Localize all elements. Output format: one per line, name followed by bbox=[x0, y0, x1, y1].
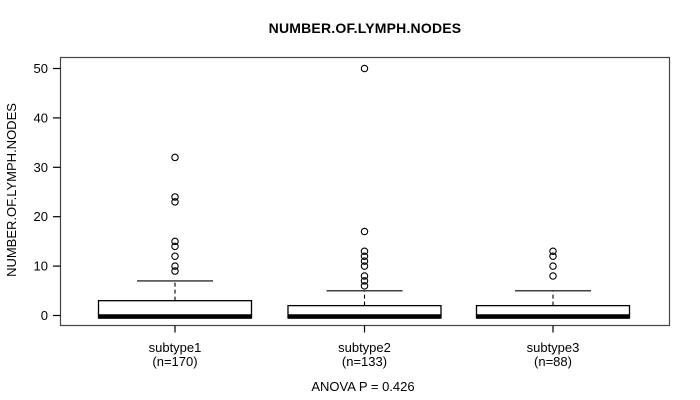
y-tick-label: 0 bbox=[41, 308, 48, 323]
outlier-point bbox=[360, 252, 369, 260]
group-label: subtype2 bbox=[338, 340, 391, 355]
outlier-point bbox=[360, 257, 369, 265]
group-label: subtype3 bbox=[527, 340, 580, 355]
outlier-point bbox=[171, 262, 179, 270]
outlier-point bbox=[549, 272, 557, 280]
chart-title: NUMBER.OF.LYMPH.NODES bbox=[269, 20, 462, 36]
boxplot-subtype2: subtype2(n=133) bbox=[287, 64, 442, 369]
boxplot-subtype1: subtype1(n=170) bbox=[97, 153, 253, 369]
anova-annotation: ANOVA P = 0.426 bbox=[311, 379, 414, 394]
y-tick-label: 50 bbox=[34, 61, 48, 76]
y-tick-label: 40 bbox=[34, 110, 48, 125]
outlier-point bbox=[171, 267, 179, 275]
boxplot-groups: subtype1(n=170)subtype2(n=133)subtype3(n… bbox=[97, 64, 631, 369]
outlier-point bbox=[360, 282, 369, 290]
outlier-point bbox=[360, 277, 369, 285]
group-sublabel: (n=133) bbox=[342, 354, 387, 369]
boxplot-subtype3: subtype3(n=88) bbox=[475, 247, 631, 369]
outlier-point bbox=[171, 252, 179, 260]
outlier-point bbox=[549, 262, 557, 270]
y-axis-label: NUMBER.OF.LYMPH.NODES bbox=[4, 103, 19, 277]
y-tick-label: 10 bbox=[34, 259, 48, 274]
y-tick-label: 30 bbox=[34, 160, 48, 175]
outlier-point bbox=[171, 153, 179, 162]
outlier-point bbox=[360, 272, 369, 280]
outlier-point bbox=[360, 247, 369, 256]
group-sublabel: (n=88) bbox=[534, 354, 572, 369]
outlier-point bbox=[171, 193, 179, 201]
plot-frame bbox=[59, 56, 671, 327]
group-label: subtype1 bbox=[149, 340, 202, 355]
outlier-point bbox=[360, 262, 369, 270]
outlier-point bbox=[360, 64, 369, 73]
outlier-point bbox=[171, 237, 179, 246]
outlier-point bbox=[171, 198, 179, 206]
outlier-point bbox=[549, 247, 557, 256]
outlier-point bbox=[549, 252, 557, 260]
y-axis: 0 10 20 30 40 50 bbox=[34, 61, 61, 323]
y-tick-label: 20 bbox=[34, 209, 48, 224]
group-sublabel: (n=170) bbox=[152, 354, 197, 369]
outlier-point bbox=[360, 227, 369, 236]
outlier-point bbox=[171, 242, 179, 251]
